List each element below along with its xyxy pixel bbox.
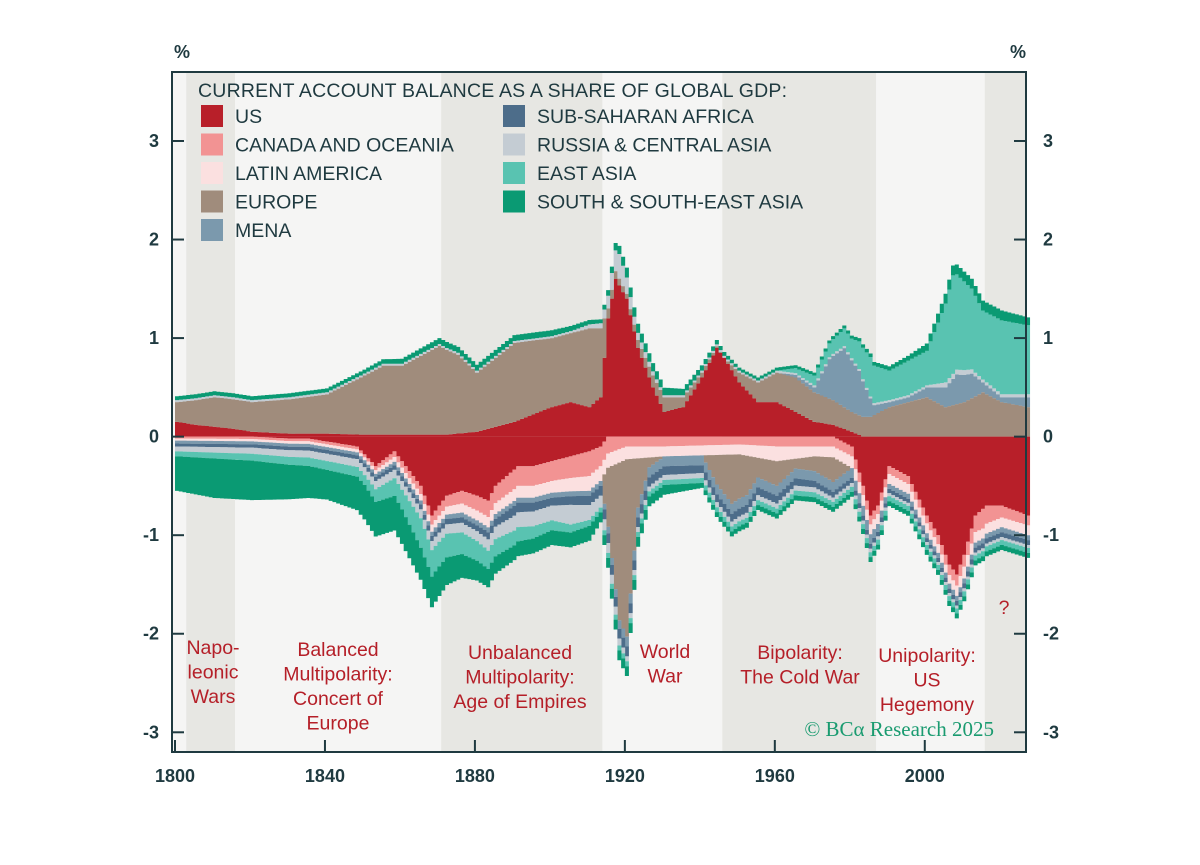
x-tick-label: 1840 xyxy=(305,766,345,786)
y-tick-label-left: 3 xyxy=(149,131,159,151)
legend-label-mena: MENA xyxy=(235,220,291,242)
legend-label-south-south-east-asia: SOUTH & SOUTH-EAST ASIA xyxy=(537,192,803,214)
y-tick-label-right: 3 xyxy=(1043,131,1053,151)
series-deficit-europe xyxy=(602,454,851,637)
y-tick-label-left: 1 xyxy=(149,328,159,348)
series-surplus-russia-central-asia xyxy=(175,250,1031,406)
legend-label-europe: EUROPE xyxy=(235,192,317,214)
copyright-credit: © BCα Research 2025 xyxy=(804,717,994,741)
y-tick-label-left: -2 xyxy=(143,624,159,644)
series-deficit-sub-saharan-africa xyxy=(175,443,1031,657)
era-labels: Napo-leonic Wars Balanced Multipolarity: Con… xyxy=(186,597,1009,735)
legend-swatch-east-asia xyxy=(503,162,525,184)
legend-swatch-us xyxy=(201,105,223,127)
legend-label-us: US xyxy=(235,106,262,128)
y-unit-left: % xyxy=(174,42,190,62)
era-label-unipolarity-us-hegemony: Unipolarity: US Hegemony xyxy=(878,645,976,716)
y-unit-right: % xyxy=(1010,42,1026,62)
plot-frame xyxy=(171,71,1027,753)
era-label-bipolarity-the-cold-war: Bipolarity: The Cold War xyxy=(740,642,860,689)
legend-label-canada-and-oceania: CANADA AND OCEANIA xyxy=(235,135,454,157)
era-label-napo-leonic-wars: Napo-leonic Wars xyxy=(186,637,239,708)
legend-swatch-mena xyxy=(201,219,223,241)
series-deficit-south-south-east-asia xyxy=(175,456,1031,677)
y-tick-label-right: -3 xyxy=(1043,722,1059,742)
era-label-balanced-multipolarity-concert-of-europe: Balanced Multipolarity: Concert of Europe xyxy=(283,639,392,735)
legend: CURRENT ACCOUNT BALANCE AS A SHARE OF GL… xyxy=(198,80,803,242)
y-tick-label-right: 2 xyxy=(1043,230,1053,250)
era-label-unbalanced-multipolarity-age-of-empires: Unbalanced Multipolarity: Age of Empires xyxy=(453,642,587,713)
y-tick-label-right: -1 xyxy=(1043,525,1059,545)
era-label-: ? xyxy=(999,597,1010,619)
legend-swatch-canada-and-oceania xyxy=(201,133,223,156)
y-tick-label-right: -2 xyxy=(1043,624,1059,644)
legend-swatch-south-south-east-asia xyxy=(503,190,525,213)
x-tick-label: 1960 xyxy=(755,766,795,786)
legend-label-sub-saharan-africa: SUB-SAHARAN AFRICA xyxy=(537,106,754,128)
legend-label-latin-america: LATIN AMERICA xyxy=(235,163,382,185)
legend-swatch-sub-saharan-africa xyxy=(503,105,525,127)
y-tick-label-right: 0 xyxy=(1043,427,1053,447)
x-tick-label: 1880 xyxy=(455,766,495,786)
series-surplus-us xyxy=(175,278,862,437)
axes: 3 3 2 2 1 1 0 0 -1 -1 -2 -2 -3 -3 1800 1840 1880 1920 1960… xyxy=(143,42,1059,786)
series-deficit-mena xyxy=(175,440,1031,647)
legend-swatch-russia-central-asia xyxy=(503,133,525,156)
x-tick-label: 1800 xyxy=(155,766,195,786)
series-deficit-us xyxy=(253,436,1031,575)
legend-swatch-latin-america xyxy=(201,162,223,184)
y-tick-label-left: -3 xyxy=(143,722,159,742)
series-surplus-east-asia xyxy=(778,274,1031,404)
series-deficit-latin-america xyxy=(175,438,1031,596)
stacked-series xyxy=(175,243,1031,677)
legend-title: CURRENT ACCOUNT BALANCE AS A SHARE OF GL… xyxy=(198,80,787,102)
y-tick-label-left: -1 xyxy=(143,525,159,545)
era-label-world-war: World War xyxy=(640,641,691,688)
y-tick-label-right: 1 xyxy=(1043,328,1053,348)
legend-swatch-europe xyxy=(201,190,223,213)
series-surplus-south-south-east-asia xyxy=(175,243,1031,401)
legend-label-east-asia: EAST ASIA xyxy=(537,163,636,185)
x-tick-label: 2000 xyxy=(905,766,945,786)
y-tick-label-left: 2 xyxy=(149,230,159,250)
series-surplus-mena xyxy=(778,348,1031,417)
y-tick-label-left: 0 xyxy=(149,427,159,447)
legend-label-russia-central-asia: RUSSIA & CENTRAL ASIA xyxy=(537,135,771,157)
series-surplus-europe xyxy=(175,271,1031,437)
x-tick-label: 1920 xyxy=(605,766,645,786)
